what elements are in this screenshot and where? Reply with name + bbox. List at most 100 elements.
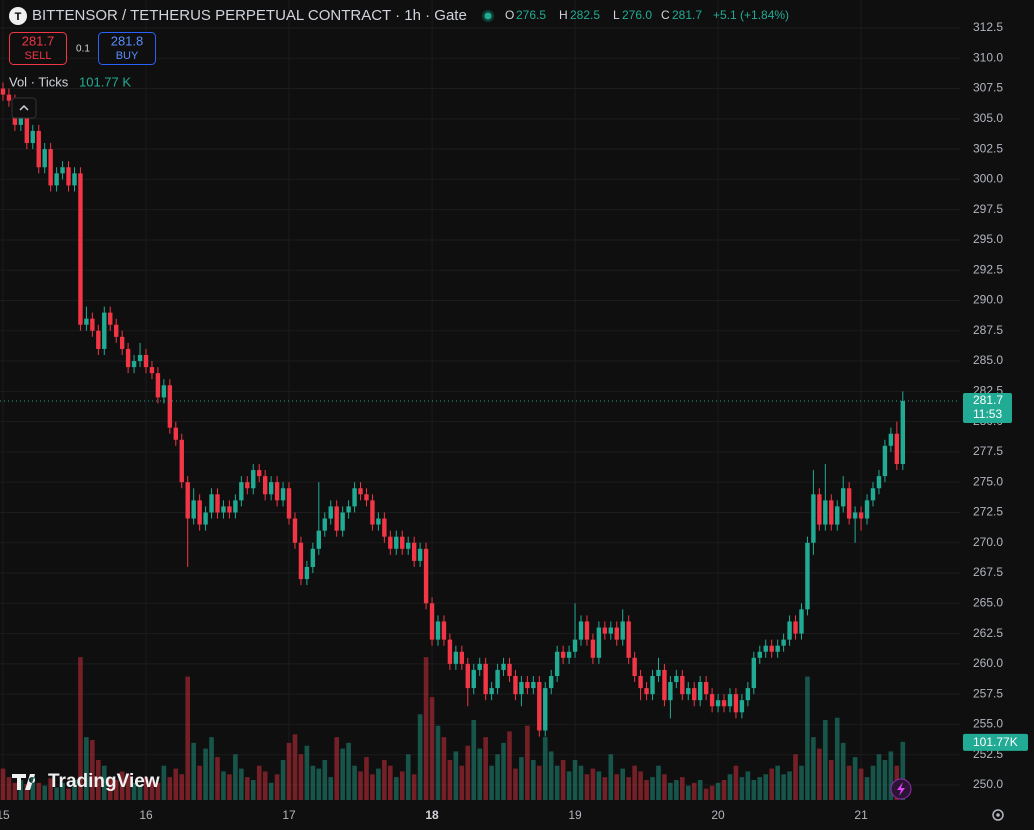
candle-body (775, 645, 780, 652)
candle-body (131, 361, 137, 368)
candle-body (900, 401, 905, 465)
buy-button[interactable] (98, 32, 156, 65)
candle-body (769, 645, 774, 652)
candle-body (316, 530, 322, 549)
volume-bar (852, 757, 858, 800)
candle-body (656, 669, 661, 676)
candle-body (209, 494, 214, 513)
candle-body (459, 651, 465, 664)
candle-body (495, 669, 500, 689)
volume-bar (12, 782, 18, 800)
candle-body (632, 657, 637, 676)
y-tick-label: 290.0 (973, 293, 1003, 307)
watermark-text: TradingView (48, 771, 160, 792)
volume-bar (346, 742, 351, 800)
volume-bar (417, 714, 423, 800)
candle-body (727, 694, 733, 707)
candle-body (852, 512, 858, 519)
y-tick-label: 270.0 (973, 535, 1003, 549)
candle-body (346, 506, 351, 513)
collapse-icon (19, 104, 29, 111)
price-tag-countdown: 11:53 (973, 407, 1002, 421)
candle-body (703, 682, 709, 695)
volume-bar (733, 765, 739, 800)
volume-bar (113, 780, 119, 800)
candle-body (560, 651, 566, 658)
close-value: 281.7 (672, 8, 702, 22)
candle-body (894, 433, 900, 465)
candle-body (477, 663, 482, 670)
volume-bar (489, 765, 494, 800)
candle-body (590, 639, 596, 658)
volume-bar (751, 780, 757, 800)
settings-icon (996, 813, 1000, 817)
candle-body (471, 669, 476, 689)
candle-body (143, 355, 149, 368)
symbol-logo[interactable] (9, 7, 27, 25)
candle-body (709, 694, 715, 707)
candle-body (268, 482, 274, 495)
candle-body (763, 645, 768, 652)
candle-body (680, 675, 685, 695)
volume-bar (125, 774, 131, 800)
buy-label: BUY (116, 50, 139, 62)
candle-body (566, 651, 572, 658)
volume-bar (173, 768, 179, 800)
volume-bar (459, 765, 465, 800)
volume-bar (244, 777, 250, 800)
volume-bar (513, 768, 518, 800)
volume-bar (650, 777, 655, 800)
volume-bar (429, 697, 435, 800)
candle-body (543, 688, 548, 731)
candle-body (78, 173, 83, 325)
volume-bar (30, 774, 36, 800)
volume-bar (793, 754, 798, 800)
y-tick-label: 312.5 (973, 20, 1003, 34)
collapse-button[interactable] (11, 97, 37, 119)
volume-bar (388, 765, 393, 800)
candle-body (125, 348, 131, 368)
volume-bar (608, 754, 614, 800)
candle-body (411, 542, 417, 561)
volume-bar (685, 785, 691, 800)
volume-bar (441, 737, 447, 800)
candle-body (811, 494, 816, 543)
volume-bar (817, 748, 822, 800)
candle-body (537, 682, 542, 731)
candle-body (870, 488, 876, 501)
candle-body (501, 663, 506, 670)
y-tick-label: 310.0 (973, 50, 1003, 64)
volume-bar (250, 780, 256, 800)
volume-bar (709, 785, 715, 800)
volume-legend-label: Vol · Ticks (9, 74, 69, 89)
volume-bar (477, 748, 483, 800)
candle-body (596, 627, 602, 658)
candle-body (745, 688, 751, 701)
volume-bar (143, 777, 149, 800)
candle-body (781, 639, 786, 646)
volume-bar (739, 777, 745, 800)
volume-bar (48, 778, 53, 800)
volume-bar (191, 742, 196, 800)
chart-title[interactable]: BITTENSOR / TETHERUS PERPETUAL CONTRACT … (32, 7, 467, 24)
candle-body (60, 167, 65, 174)
y-tick-label: 285.0 (973, 353, 1003, 367)
volume-bar (167, 777, 173, 800)
volume-bar (697, 780, 703, 800)
candle-body (841, 488, 846, 507)
volume-bar (769, 768, 774, 800)
candle-body (18, 112, 24, 125)
volume-bar (864, 777, 870, 800)
y-tick-label: 307.5 (973, 81, 1003, 95)
volume-bar (96, 760, 101, 800)
candle-body (435, 621, 441, 640)
candle-body (358, 488, 363, 495)
settings-button[interactable] (992, 809, 1004, 821)
sell-label: SELL (25, 50, 52, 62)
candle-body (876, 476, 882, 489)
sell-button[interactable] (9, 32, 67, 65)
buy-price: 281.8 (111, 33, 144, 48)
candle-body (310, 548, 316, 567)
candle-body (846, 488, 852, 519)
candle-body (102, 312, 107, 349)
